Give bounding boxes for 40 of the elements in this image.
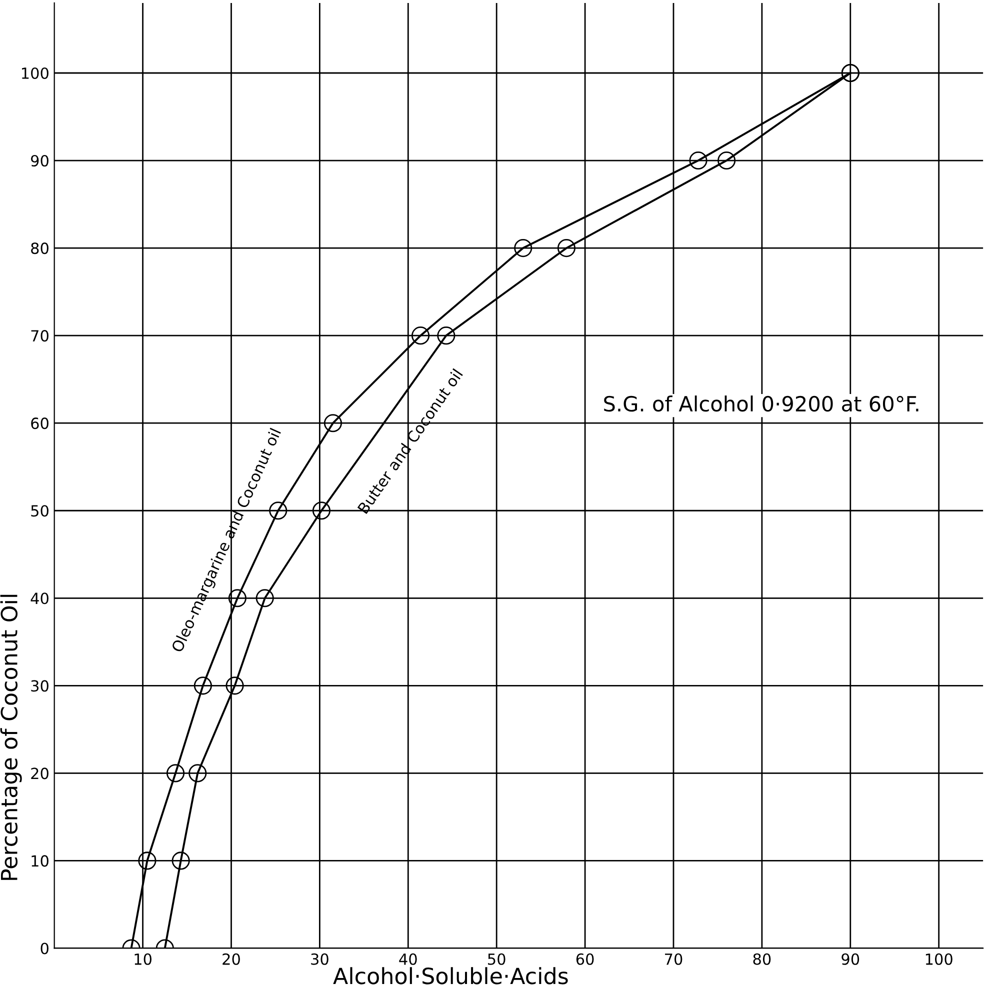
point — [718, 152, 736, 170]
point — [172, 852, 190, 870]
point — [689, 152, 708, 170]
point — [226, 676, 244, 695]
y-tick-label: 30 — [31, 680, 48, 692]
x-tick-label: 60 — [576, 953, 594, 965]
x-tick-label: 40 — [399, 953, 417, 965]
point — [411, 326, 430, 345]
x-tick-label: 80 — [753, 953, 771, 965]
annotation: S.G. of Alcohol 0·9200 at 60°F. — [604, 396, 918, 412]
y-tick-label: 70 — [31, 330, 48, 342]
point — [324, 414, 342, 432]
y-tick-label: 50 — [31, 505, 48, 517]
point — [256, 589, 274, 608]
y-tick-label: 60 — [31, 418, 48, 430]
x-tick-label: 70 — [665, 953, 682, 965]
x-tick-label: 20 — [222, 953, 240, 965]
y-tick-label: 90 — [31, 154, 48, 167]
x-axis-title: Alcohol·Soluble·Acids — [333, 967, 568, 984]
x-tick-label: 90 — [842, 953, 860, 965]
point — [228, 589, 246, 608]
x-tick-label: 100 — [926, 953, 952, 965]
x-tick-label: 10 — [134, 953, 152, 965]
x-tick-label: 50 — [488, 953, 506, 965]
point — [166, 764, 185, 782]
y-tick-label: 20 — [31, 768, 48, 780]
y-tick-label: 100 — [22, 67, 48, 80]
y-axis-title: Percentage of Coconut Oil — [0, 594, 22, 880]
y-tick-label: 40 — [30, 592, 48, 604]
x-tick-label: 30 — [311, 953, 328, 965]
y-tick-label: 0 — [40, 942, 48, 954]
point — [188, 764, 207, 782]
point — [514, 239, 532, 258]
y-tick-label: 80 — [31, 242, 48, 254]
point — [557, 239, 576, 258]
point — [138, 852, 156, 870]
point — [312, 502, 330, 520]
point — [437, 326, 456, 345]
y-tick-label: 10 — [32, 855, 48, 867]
point — [194, 676, 212, 695]
